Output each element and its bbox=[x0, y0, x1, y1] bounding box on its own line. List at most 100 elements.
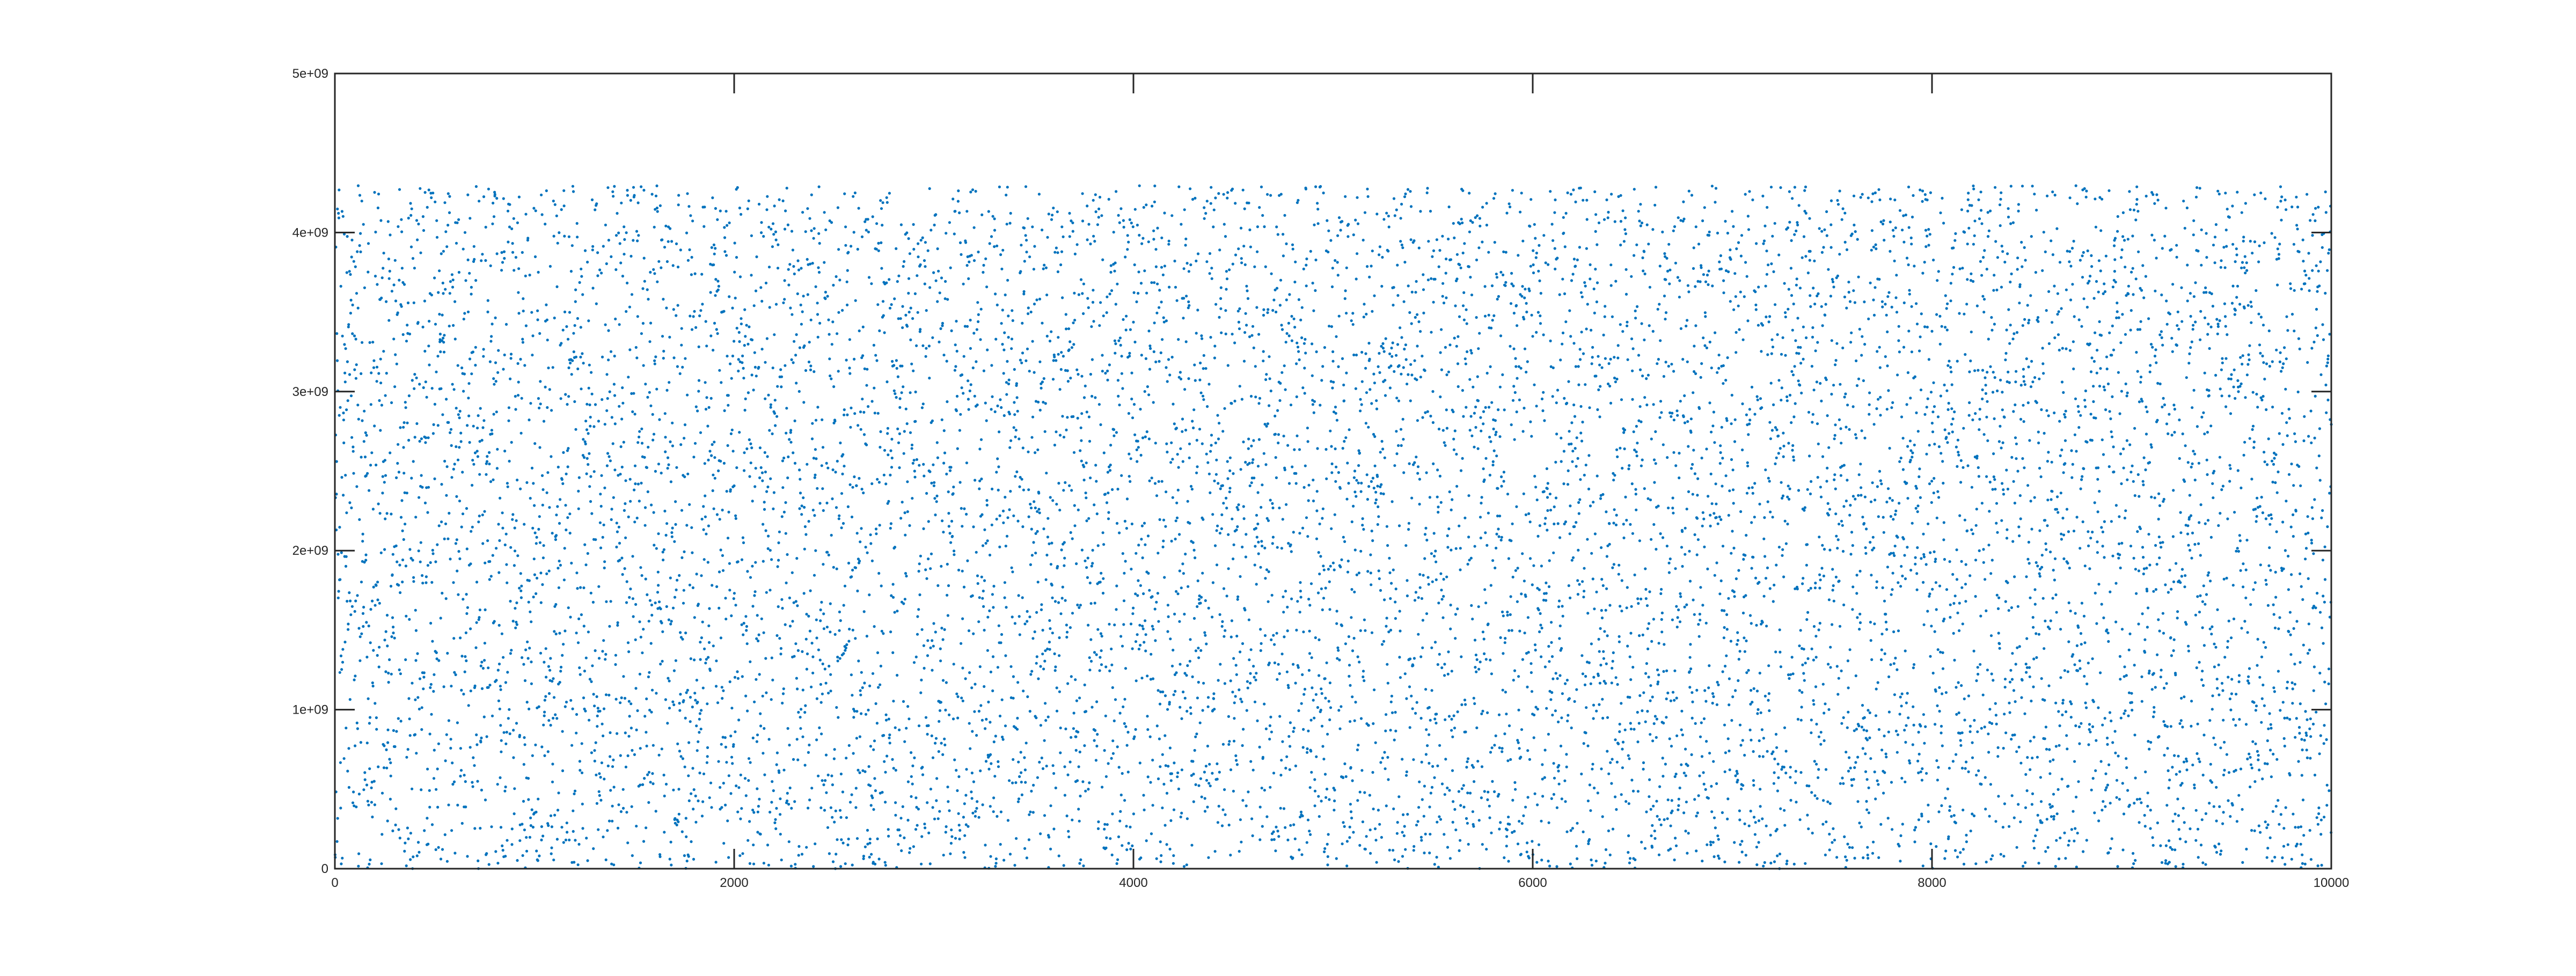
data-point bbox=[918, 464, 921, 467]
data-point bbox=[803, 547, 806, 551]
data-point bbox=[1156, 592, 1159, 595]
data-point bbox=[793, 272, 796, 276]
data-point bbox=[347, 323, 350, 326]
data-point bbox=[352, 260, 355, 263]
data-point bbox=[1330, 325, 1333, 328]
data-point bbox=[538, 332, 541, 335]
data-point bbox=[1186, 664, 1189, 667]
data-point bbox=[1005, 223, 1008, 226]
data-point bbox=[1233, 341, 1236, 344]
data-point bbox=[1259, 628, 1262, 631]
data-point bbox=[1049, 496, 1052, 499]
data-point bbox=[1262, 359, 1265, 363]
data-point bbox=[828, 333, 831, 336]
data-point bbox=[1301, 746, 1305, 749]
data-point bbox=[475, 621, 478, 624]
data-point bbox=[555, 214, 558, 217]
data-point bbox=[1260, 787, 1263, 790]
data-point bbox=[1013, 413, 1016, 416]
data-point bbox=[516, 479, 519, 482]
data-point bbox=[1067, 348, 1071, 351]
data-point bbox=[806, 207, 809, 210]
data-point bbox=[509, 652, 513, 655]
data-point bbox=[823, 667, 826, 671]
data-point bbox=[1140, 538, 1143, 541]
data-point bbox=[665, 605, 668, 608]
data-point bbox=[638, 435, 641, 439]
data-point bbox=[441, 313, 444, 317]
data-point bbox=[1297, 199, 1300, 202]
data-point bbox=[905, 422, 909, 425]
data-point bbox=[440, 483, 443, 486]
data-point bbox=[1013, 622, 1016, 625]
data-point bbox=[1325, 477, 1328, 480]
data-point bbox=[1024, 185, 1028, 188]
data-point bbox=[1018, 633, 1021, 636]
data-point bbox=[781, 486, 785, 489]
data-point bbox=[456, 569, 459, 573]
data-point bbox=[1172, 649, 1175, 652]
data-point bbox=[443, 334, 446, 337]
data-point bbox=[1271, 507, 1275, 510]
data-point bbox=[1104, 846, 1108, 849]
data-point bbox=[703, 462, 706, 465]
data-point bbox=[448, 511, 451, 515]
data-point bbox=[753, 590, 757, 593]
data-point bbox=[415, 422, 419, 425]
data-point bbox=[1231, 517, 1234, 520]
data-point bbox=[406, 748, 409, 751]
data-point bbox=[635, 825, 638, 828]
data-point bbox=[648, 599, 652, 602]
data-point bbox=[763, 773, 766, 776]
data-point bbox=[896, 427, 899, 430]
data-point bbox=[1201, 442, 1204, 445]
data-point bbox=[848, 366, 851, 370]
data-point bbox=[1185, 863, 1188, 867]
data-point bbox=[1072, 415, 1075, 419]
data-point bbox=[364, 559, 368, 562]
data-point bbox=[831, 320, 835, 324]
data-point bbox=[587, 630, 590, 634]
data-point bbox=[862, 410, 866, 414]
data-point bbox=[993, 217, 996, 221]
data-point bbox=[350, 605, 354, 608]
data-point bbox=[877, 571, 881, 575]
data-point bbox=[936, 817, 940, 820]
data-point bbox=[1282, 611, 1285, 614]
data-point bbox=[993, 410, 997, 414]
data-point bbox=[1254, 545, 1257, 548]
data-point bbox=[1184, 429, 1188, 432]
data-point bbox=[1044, 702, 1047, 705]
data-point bbox=[1101, 531, 1104, 534]
data-point bbox=[732, 597, 735, 600]
data-point bbox=[1029, 507, 1033, 510]
data-point bbox=[1329, 380, 1333, 383]
data-point bbox=[545, 572, 548, 575]
data-point bbox=[765, 591, 768, 594]
data-point bbox=[649, 404, 653, 407]
data-point bbox=[1215, 563, 1219, 567]
data-point bbox=[379, 429, 382, 432]
data-point bbox=[657, 463, 660, 466]
data-point bbox=[611, 442, 614, 445]
data-point bbox=[1057, 482, 1060, 485]
data-point bbox=[1245, 284, 1248, 288]
data-point bbox=[875, 532, 878, 535]
data-point bbox=[809, 364, 813, 368]
data-point bbox=[1017, 797, 1021, 801]
data-point bbox=[468, 271, 471, 275]
data-point bbox=[698, 717, 701, 721]
data-point bbox=[337, 216, 341, 219]
data-point bbox=[813, 227, 816, 230]
data-point bbox=[1037, 400, 1040, 404]
data-point bbox=[679, 631, 682, 634]
data-point bbox=[668, 707, 671, 710]
data-point bbox=[956, 716, 960, 720]
data-point bbox=[605, 409, 609, 412]
data-point bbox=[960, 253, 963, 256]
data-point bbox=[640, 427, 643, 430]
data-point bbox=[1099, 301, 1102, 304]
data-point bbox=[794, 600, 797, 603]
data-point bbox=[532, 596, 535, 599]
data-point bbox=[1138, 761, 1141, 765]
